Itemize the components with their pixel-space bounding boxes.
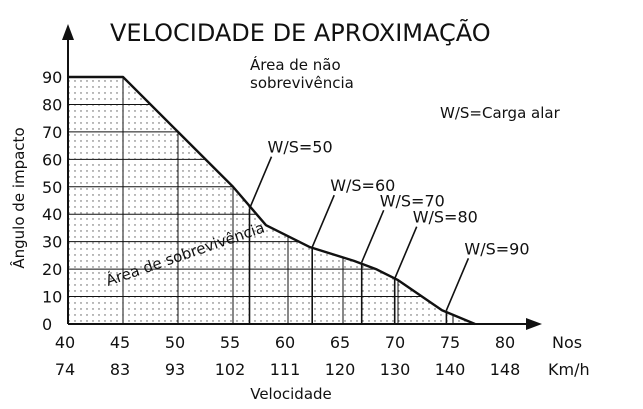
x-tick-label-knots: 70: [385, 333, 405, 352]
x-unit-kmh: Km/h: [548, 360, 590, 379]
x-tick-label-kmh: 83: [110, 360, 130, 379]
x-tick-label-knots: 55: [220, 333, 240, 352]
x-tick-label-knots: 65: [330, 333, 350, 352]
y-tick-label: 10: [42, 288, 62, 307]
ws-curve-label: W/S=50: [268, 138, 333, 157]
y-tick-label: 50: [42, 178, 62, 197]
x-tick-label-knots: 75: [440, 333, 460, 352]
y-axis-label: Ângulo de impacto: [9, 127, 28, 268]
x-tick-label-kmh: 140: [435, 360, 466, 379]
y-tick-label: 0: [42, 315, 52, 334]
x-tick-label-kmh: 74: [55, 360, 75, 379]
x-axis-arrow: [526, 318, 542, 330]
x-tick-label-kmh: 130: [380, 360, 411, 379]
x-tick-label-knots: 40: [55, 333, 75, 352]
ws-curve-label: W/S=60: [330, 176, 395, 195]
annotation-legend: W/S=Carga alar: [440, 104, 561, 122]
x-tick-label-kmh: 111: [270, 360, 301, 379]
x-tick-label-kmh: 102: [215, 360, 246, 379]
ws-curve-leader: [360, 209, 385, 263]
x-unit-knots: Nos: [552, 333, 582, 352]
survival-area: [68, 77, 475, 324]
y-tick-label: 60: [42, 150, 62, 169]
y-tick-label: 90: [42, 68, 62, 87]
x-tick-label-knots: 80: [495, 333, 515, 352]
chart-title: VELOCIDADE DE APROXIMAÇÃO: [110, 17, 491, 47]
ws-curve-leader: [311, 194, 335, 248]
y-axis-arrow: [62, 24, 74, 40]
x-tick-label-knots: 50: [165, 333, 185, 352]
x-tick-label-kmh: 120: [325, 360, 356, 379]
y-tick-label: 80: [42, 95, 62, 114]
x-tick-label-kmh: 148: [490, 360, 521, 379]
annotation-nao-sobrevivencia-2: sobrevivência: [250, 74, 354, 92]
y-tick-label: 30: [42, 233, 62, 252]
y-tick-label: 40: [42, 205, 62, 224]
x-axis-label: Velocidade: [250, 385, 332, 403]
x-tick-label-kmh: 93: [165, 360, 185, 379]
ws-curve-leader: [445, 257, 470, 311]
ws-curve-label: W/S=90: [464, 239, 529, 258]
ws-curve-label: W/S=70: [380, 191, 445, 210]
x-tick-label-knots: 60: [275, 333, 295, 352]
x-tick-label-knots: 45: [110, 333, 130, 352]
annotation-nao-sobrevivencia-1: Área de não: [250, 55, 341, 74]
ws-curve-leader: [248, 156, 273, 210]
y-tick-label: 70: [42, 123, 62, 142]
ws-curve-label: W/S=80: [413, 208, 478, 227]
ws-curve-leader: [393, 226, 418, 280]
y-tick-label: 20: [42, 260, 62, 279]
survival-boundary-line: [68, 75, 476, 326]
